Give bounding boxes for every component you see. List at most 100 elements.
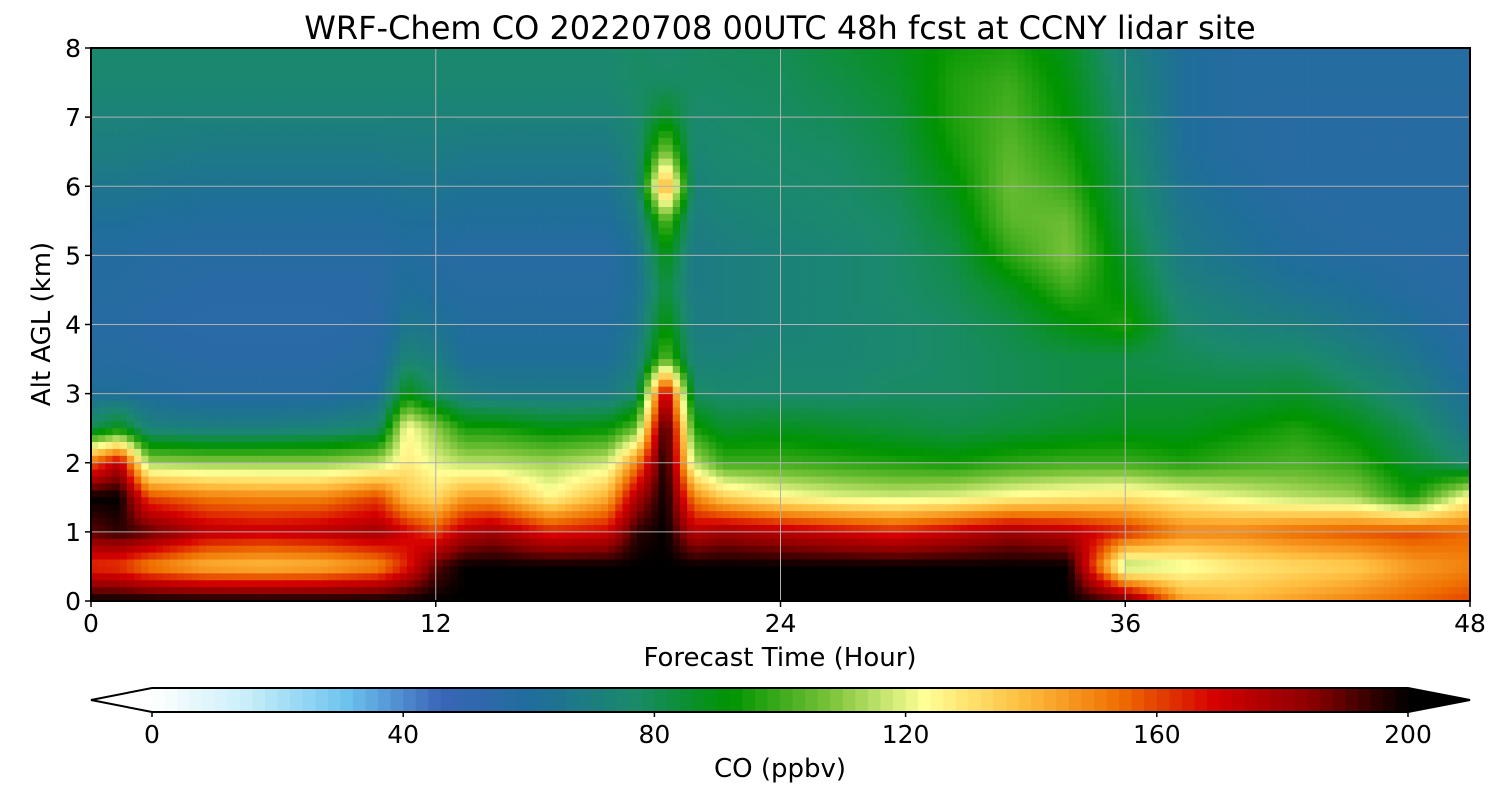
heatmap-cell — [177, 241, 185, 250]
heatmap-cell — [428, 283, 437, 291]
heatmap-cell — [299, 61, 308, 70]
heatmap-cell — [177, 448, 185, 457]
heatmap-cell — [198, 276, 207, 284]
heatmap-cell — [234, 137, 243, 146]
heatmap-cell — [270, 352, 279, 360]
heatmap-cell — [407, 206, 415, 215]
heatmap-cell — [170, 158, 178, 167]
heatmap-cell — [435, 407, 444, 415]
heatmap-cell — [414, 54, 422, 63]
heatmap-cell — [148, 124, 157, 132]
heatmap-cell — [500, 220, 509, 229]
heatmap-cell — [385, 393, 394, 402]
heatmap-cell — [126, 545, 135, 554]
heatmap-cell — [91, 193, 99, 201]
heatmap-cell — [521, 352, 530, 360]
heatmap-cell — [313, 352, 322, 360]
heatmap-cell — [249, 538, 257, 547]
heatmap-cell — [191, 158, 200, 167]
heatmap-cell — [392, 504, 401, 512]
heatmap-cell — [421, 206, 430, 215]
heatmap-cell — [342, 331, 351, 339]
heatmap-cell — [457, 303, 466, 312]
heatmap-cell — [126, 276, 135, 284]
heatmap-cell — [306, 511, 315, 519]
heatmap-cell — [428, 89, 437, 97]
heatmap-cell — [105, 455, 114, 464]
heatmap-cell — [521, 75, 530, 84]
heatmap-cell — [155, 490, 164, 498]
heatmap-cell — [241, 276, 250, 284]
heatmap-cell — [320, 421, 329, 429]
heatmap-cell — [220, 504, 229, 512]
heatmap-cell — [407, 200, 415, 208]
heatmap-cell — [493, 303, 501, 312]
heatmap-cell — [464, 587, 473, 595]
heatmap-cell — [363, 54, 372, 63]
heatmap-cell — [306, 213, 315, 222]
heatmap-cell — [514, 352, 523, 360]
heatmap-cell — [162, 96, 171, 104]
heatmap-cell — [521, 200, 530, 208]
heatmap-cell — [378, 172, 387, 180]
heatmap-cell — [270, 75, 279, 84]
heatmap-cell — [234, 359, 243, 367]
heatmap-cell — [464, 407, 473, 415]
heatmap-cell — [335, 117, 343, 125]
heatmap-cell — [335, 573, 343, 581]
heatmap-cell — [170, 110, 178, 118]
heatmap-cell — [442, 559, 451, 568]
heatmap-cell — [464, 566, 473, 574]
heatmap-cell — [220, 414, 229, 422]
heatmap-cell — [170, 331, 178, 339]
heatmap-cell — [134, 310, 142, 319]
heatmap-cell — [148, 48, 157, 56]
heatmap-cell — [277, 200, 286, 208]
heatmap-cell — [241, 61, 250, 70]
heatmap-cell — [514, 262, 523, 270]
heatmap-cell — [220, 186, 229, 194]
heatmap-cell — [435, 89, 444, 97]
heatmap-cell — [198, 310, 207, 319]
heatmap-cell — [471, 518, 480, 526]
heatmap-cell — [378, 310, 387, 319]
heatmap-cell — [442, 103, 451, 111]
heatmap-cell — [385, 372, 394, 381]
heatmap-cell — [256, 518, 264, 526]
heatmap-cell — [529, 296, 537, 305]
heatmap-cell — [105, 518, 114, 526]
heatmap-cell — [349, 89, 358, 97]
heatmap-cell — [105, 497, 114, 505]
heatmap-cell — [320, 497, 329, 505]
heatmap-cell — [155, 248, 164, 256]
heatmap-cell — [306, 518, 315, 526]
heatmap-cell — [119, 483, 128, 491]
heatmap-cell — [249, 117, 257, 125]
heatmap-cell — [234, 504, 243, 512]
heatmap-cell — [328, 117, 336, 125]
heatmap-cell — [536, 137, 545, 146]
heatmap-cell — [284, 476, 293, 485]
heatmap-cell — [414, 262, 422, 270]
heatmap-cell — [184, 110, 193, 118]
heatmap-cell — [134, 566, 142, 574]
heatmap-cell — [205, 269, 214, 277]
heatmap-cell — [421, 82, 430, 91]
heatmap-cell — [421, 213, 430, 222]
heatmap-cell — [464, 89, 473, 97]
heatmap-cell — [299, 54, 308, 63]
heatmap-cell — [105, 262, 114, 270]
heatmap-cell — [313, 524, 322, 533]
heatmap-cell — [205, 179, 214, 187]
heatmap-cell — [306, 317, 315, 326]
heatmap-cell — [500, 269, 509, 277]
heatmap-cell — [191, 435, 200, 443]
heatmap-cell — [349, 213, 358, 222]
heatmap-cell — [249, 531, 257, 540]
heatmap-cell — [184, 137, 193, 146]
heatmap-cell — [227, 421, 236, 429]
heatmap-cell — [234, 331, 243, 339]
heatmap-cell — [500, 379, 509, 388]
heatmap-cell — [356, 587, 365, 595]
heatmap-cell — [299, 338, 308, 346]
